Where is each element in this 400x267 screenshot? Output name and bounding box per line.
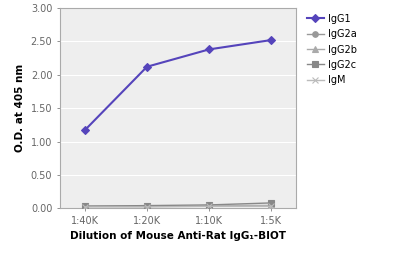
IgG2a — [269, 204, 274, 207]
IgG2b — [269, 204, 274, 207]
IgM — [269, 205, 274, 208]
Line: IgG1: IgG1 — [82, 37, 274, 133]
IgG2c — [207, 203, 212, 207]
Line: IgG2c: IgG2c — [82, 200, 274, 209]
X-axis label: Dilution of Mouse Anti-Rat IgG₁-BIOT: Dilution of Mouse Anti-Rat IgG₁-BIOT — [70, 231, 286, 241]
IgG2c — [144, 204, 149, 207]
IgG1 — [144, 65, 149, 68]
Line: IgM: IgM — [82, 203, 274, 210]
IgG1 — [207, 48, 212, 51]
Line: IgG2b: IgG2b — [82, 203, 274, 209]
Y-axis label: O.D. at 405 nm: O.D. at 405 nm — [15, 64, 25, 152]
IgG2b — [82, 205, 87, 208]
IgM — [82, 205, 87, 209]
IgG2a — [207, 204, 212, 207]
IgG1 — [82, 129, 87, 132]
IgG2c — [82, 205, 87, 208]
IgM — [207, 205, 212, 208]
IgG2c — [269, 201, 274, 205]
Line: IgG2a: IgG2a — [82, 203, 274, 209]
IgG2a — [82, 205, 87, 208]
IgG2a — [144, 205, 149, 208]
IgM — [144, 205, 149, 209]
IgG1 — [269, 38, 274, 42]
Legend: IgG1, IgG2a, IgG2b, IgG2c, IgM: IgG1, IgG2a, IgG2b, IgG2c, IgM — [306, 13, 358, 86]
IgG2b — [207, 204, 212, 207]
IgG2b — [144, 205, 149, 208]
